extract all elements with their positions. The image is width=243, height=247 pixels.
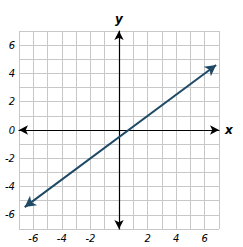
svg-text:-6: -6 (28, 233, 38, 244)
svg-text:6: 6 (9, 40, 15, 51)
svg-text:-6: -6 (5, 209, 15, 220)
svg-text:-4: -4 (57, 233, 67, 244)
svg-text:4: 4 (173, 233, 179, 244)
svg-text:-4: -4 (5, 181, 15, 192)
svg-text:2: 2 (9, 96, 15, 107)
svg-text:4: 4 (9, 68, 15, 79)
svg-text:x: x (224, 123, 234, 137)
svg-text:-2: -2 (85, 233, 95, 244)
svg-text:0: 0 (9, 125, 15, 136)
svg-text:2: 2 (144, 233, 150, 244)
svg-text:y: y (115, 12, 124, 26)
svg-text:-2: -2 (5, 153, 15, 164)
svg-text:6: 6 (202, 233, 208, 244)
